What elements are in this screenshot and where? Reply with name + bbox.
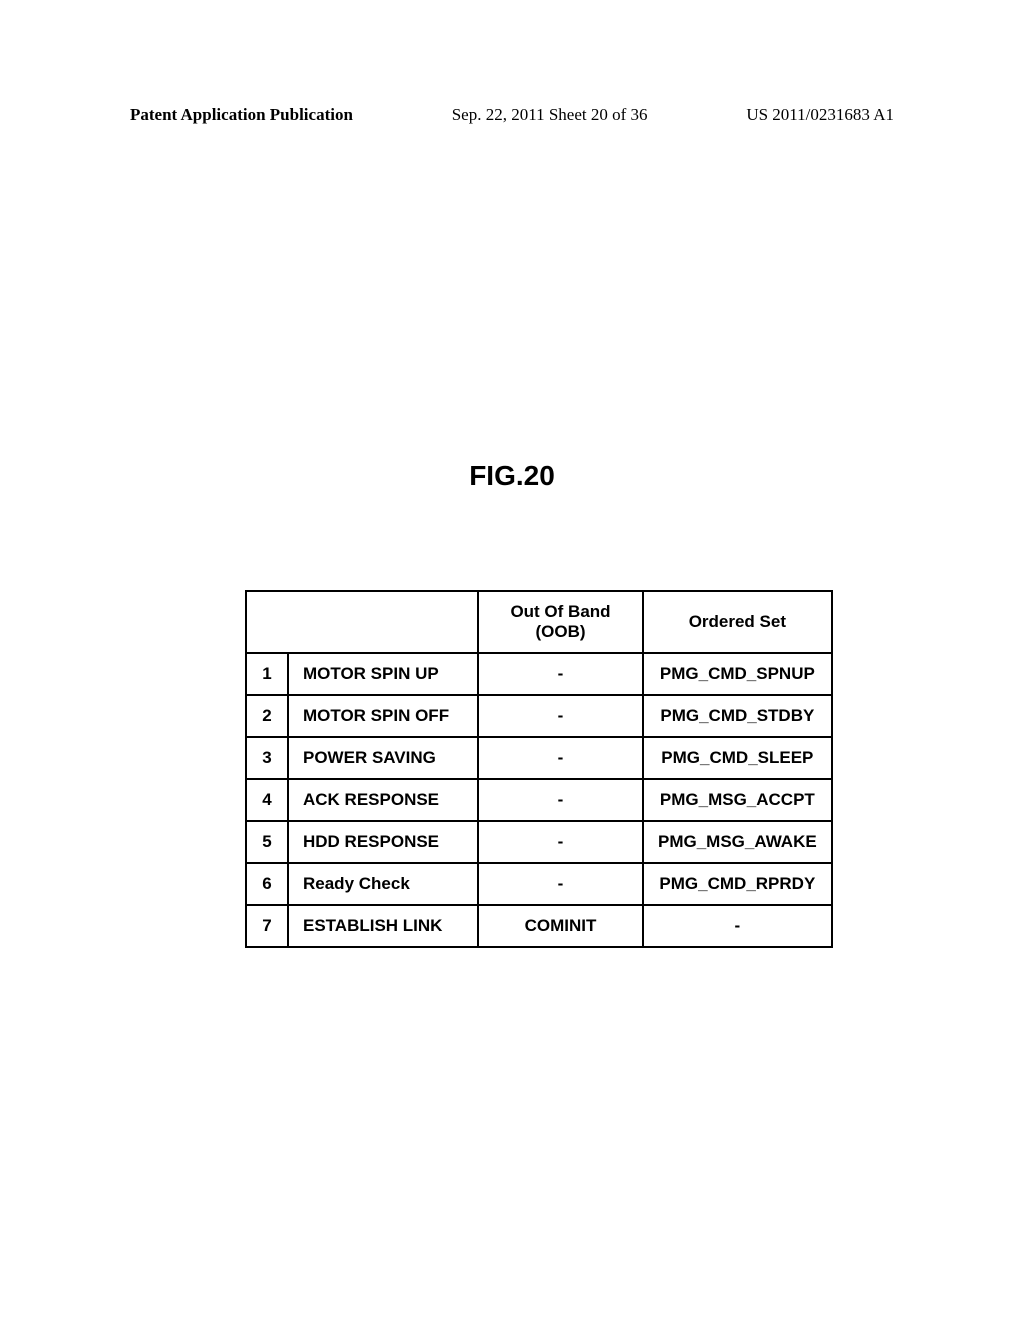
header-publication-label: Patent Application Publication [130,105,353,125]
table-row: 1 MOTOR SPIN UP - PMG_CMD_SPNUP [246,653,832,695]
header-date-sheet: Sep. 22, 2011 Sheet 20 of 36 [452,105,648,125]
row-name: HDD RESPONSE [288,821,478,863]
table-header-blank [246,591,478,653]
command-table: Out Of Band (OOB) Ordered Set 1 MOTOR SP… [245,590,833,948]
table-row: 4 ACK RESPONSE - PMG_MSG_ACCPT [246,779,832,821]
figure-label: FIG.20 [0,460,1024,492]
table-row: 6 Ready Check - PMG_CMD_RPRDY [246,863,832,905]
row-name: MOTOR SPIN UP [288,653,478,695]
table-header-oob: Out Of Band (OOB) [478,591,643,653]
row-num: 4 [246,779,288,821]
row-name: Ready Check [288,863,478,905]
table-header-ordered: Ordered Set [643,591,832,653]
row-oob: COMINIT [478,905,643,947]
row-name: ACK RESPONSE [288,779,478,821]
row-ordered: PMG_CMD_SLEEP [643,737,832,779]
table: Out Of Band (OOB) Ordered Set 1 MOTOR SP… [245,590,833,948]
row-oob: - [478,737,643,779]
row-ordered: PMG_CMD_SPNUP [643,653,832,695]
row-num: 7 [246,905,288,947]
page-header: Patent Application Publication Sep. 22, … [130,105,894,125]
row-ordered: PMG_MSG_ACCPT [643,779,832,821]
row-ordered: PMG_MSG_AWAKE [643,821,832,863]
row-num: 2 [246,695,288,737]
row-oob: - [478,695,643,737]
row-oob: - [478,821,643,863]
table-header-row: Out Of Band (OOB) Ordered Set [246,591,832,653]
row-num: 1 [246,653,288,695]
row-name: MOTOR SPIN OFF [288,695,478,737]
row-name: POWER SAVING [288,737,478,779]
row-ordered: PMG_CMD_RPRDY [643,863,832,905]
row-name: ESTABLISH LINK [288,905,478,947]
header-patent-number: US 2011/0231683 A1 [746,105,894,125]
row-num: 3 [246,737,288,779]
row-oob: - [478,653,643,695]
table-row: 3 POWER SAVING - PMG_CMD_SLEEP [246,737,832,779]
table-row: 7 ESTABLISH LINK COMINIT - [246,905,832,947]
row-ordered: PMG_CMD_STDBY [643,695,832,737]
row-oob: - [478,863,643,905]
row-num: 5 [246,821,288,863]
table-row: 2 MOTOR SPIN OFF - PMG_CMD_STDBY [246,695,832,737]
row-ordered: - [643,905,832,947]
table-row: 5 HDD RESPONSE - PMG_MSG_AWAKE [246,821,832,863]
row-oob: - [478,779,643,821]
row-num: 6 [246,863,288,905]
